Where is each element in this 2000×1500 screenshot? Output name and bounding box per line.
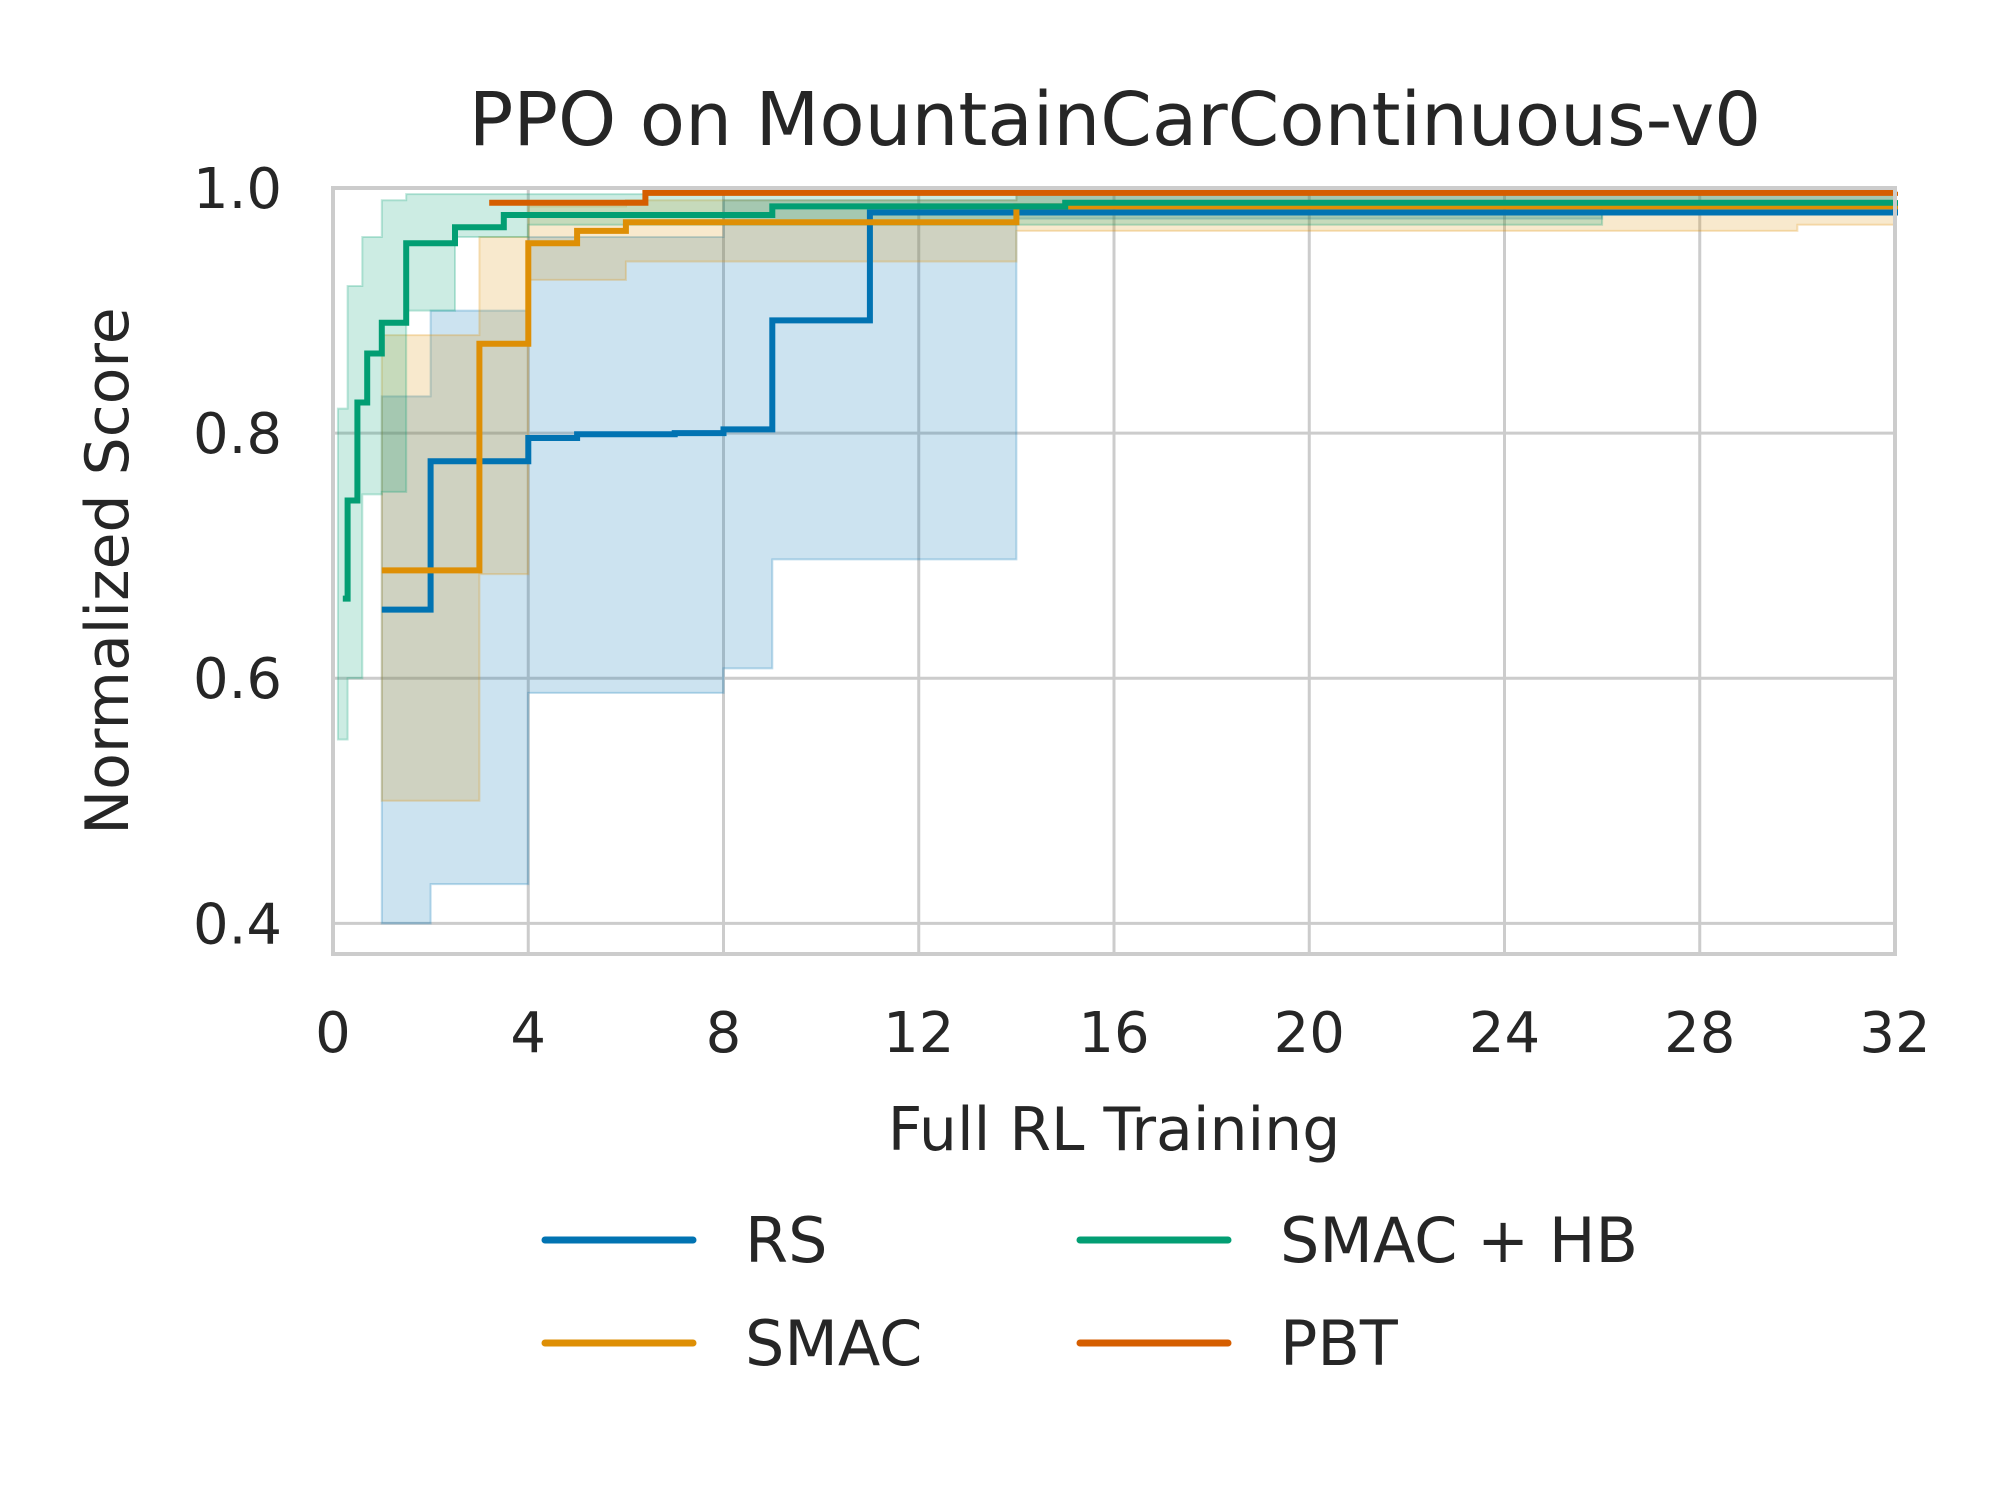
x-axis-label: Full RL Training <box>888 1095 1341 1165</box>
band-rs <box>380 193 1896 925</box>
x-tick-labels: 0 4 8 12 16 20 24 28 32 <box>315 1001 1930 1066</box>
y-tick-label: 0.6 <box>193 647 282 712</box>
y-tick-label: 0.8 <box>193 402 282 467</box>
series-line-rs <box>381 200 1898 613</box>
x-tick-label: 12 <box>883 1001 954 1066</box>
x-tick-label: 16 <box>1078 1001 1149 1066</box>
y-tick-label: 0.4 <box>193 892 282 957</box>
legend-label-smac: SMAC <box>745 1307 922 1380</box>
legend-label-pbt: PBT <box>1280 1307 1399 1380</box>
x-tick-label: 4 <box>510 1001 546 1066</box>
x-tick-label: 24 <box>1469 1001 1540 1066</box>
x-tick-label: 32 <box>1859 1001 1930 1066</box>
y-axis-label: Normalized Score <box>73 307 143 834</box>
legend-label-rs: RS <box>745 1204 827 1277</box>
x-tick-label: 0 <box>315 1001 351 1066</box>
y-tick-labels: 0.4 0.6 0.8 1.0 <box>193 157 282 957</box>
x-tick-label: 28 <box>1664 1001 1735 1066</box>
series-lines <box>342 189 1898 613</box>
series-line-smac-hb <box>342 199 1898 602</box>
x-tick-label: 8 <box>706 1001 742 1066</box>
legend-label-smac-hb: SMAC + HB <box>1280 1204 1638 1277</box>
confidence-bands <box>336 193 1896 925</box>
chart-title: PPO on MountainCarContinuous-v0 <box>469 77 1761 163</box>
x-tick-label: 20 <box>1274 1001 1345 1066</box>
y-tick-label: 1.0 <box>193 157 282 222</box>
plot-frame <box>331 186 1897 956</box>
legend: RS SMAC SMAC + HB PBT <box>541 1204 1638 1380</box>
